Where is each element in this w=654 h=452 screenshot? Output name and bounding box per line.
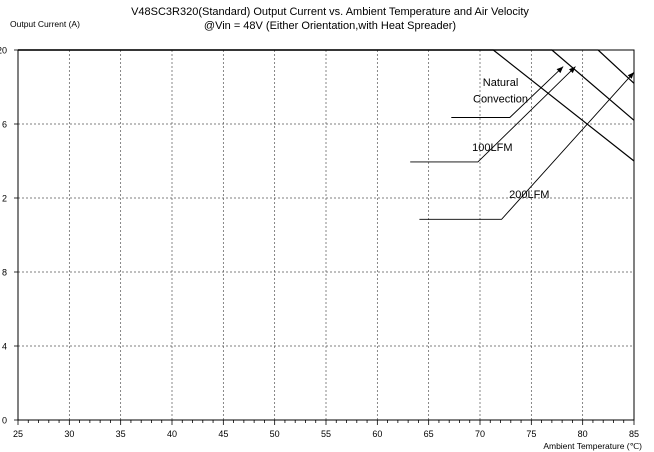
y-tick-label: 0 bbox=[2, 416, 7, 426]
pointer-line bbox=[410, 66, 576, 163]
x-axis-label: Ambient Temperature (℃) bbox=[543, 441, 642, 451]
series-line bbox=[18, 49, 635, 84]
x-axis-ticks: 25 30 35 40 45 50 55 60 65 70 75 80 85 bbox=[13, 420, 639, 439]
y-tick-label: 2 bbox=[2, 194, 7, 204]
x-tick-label: 55 bbox=[321, 429, 331, 439]
x-tick-label: 25 bbox=[13, 429, 23, 439]
pointer-line bbox=[419, 71, 635, 220]
curve-label: Convection bbox=[473, 94, 528, 106]
pointer-arrowhead bbox=[569, 66, 576, 74]
chart-subtitle: @Vin = 48V (Either Orientation,with Heat… bbox=[204, 20, 456, 32]
x-tick-label: 85 bbox=[629, 429, 639, 439]
curve-label: Natural bbox=[483, 77, 518, 89]
x-tick-label: 40 bbox=[167, 429, 177, 439]
curve-label: 100LFM bbox=[472, 142, 512, 154]
curve-label: 200LFM bbox=[509, 189, 549, 201]
x-tick-label: 30 bbox=[64, 429, 74, 439]
series-line bbox=[18, 49, 635, 121]
pointer-arrowhead bbox=[556, 66, 564, 74]
y-tick-label: 4 bbox=[2, 342, 7, 352]
y-tick-label: 8 bbox=[2, 268, 7, 278]
x-tick-label: 80 bbox=[578, 429, 588, 439]
pointer-arrowhead bbox=[627, 72, 634, 79]
x-tick-label: 60 bbox=[372, 429, 382, 439]
x-tick-label: 45 bbox=[218, 429, 228, 439]
y-tick-label: 20 bbox=[0, 46, 7, 56]
y-axis-label: Output Current (A) bbox=[10, 19, 80, 29]
x-tick-label: 65 bbox=[424, 429, 434, 439]
curve-labels: Natural Convection 100LFM 200LFM bbox=[472, 77, 549, 201]
x-tick-label: 75 bbox=[526, 429, 536, 439]
gridlines bbox=[18, 50, 634, 420]
x-tick-label: 35 bbox=[116, 429, 126, 439]
x-tick-label: 50 bbox=[270, 429, 280, 439]
y-axis-ticks: 0 4 8 2 6 20 bbox=[0, 46, 18, 426]
curve-pointers bbox=[410, 66, 635, 220]
x-tick-label: 70 bbox=[475, 429, 485, 439]
pointer-line bbox=[451, 66, 564, 118]
chart-title: V48SC3R320(Standard) Output Current vs. … bbox=[131, 6, 529, 18]
y-tick-label: 6 bbox=[2, 120, 7, 130]
